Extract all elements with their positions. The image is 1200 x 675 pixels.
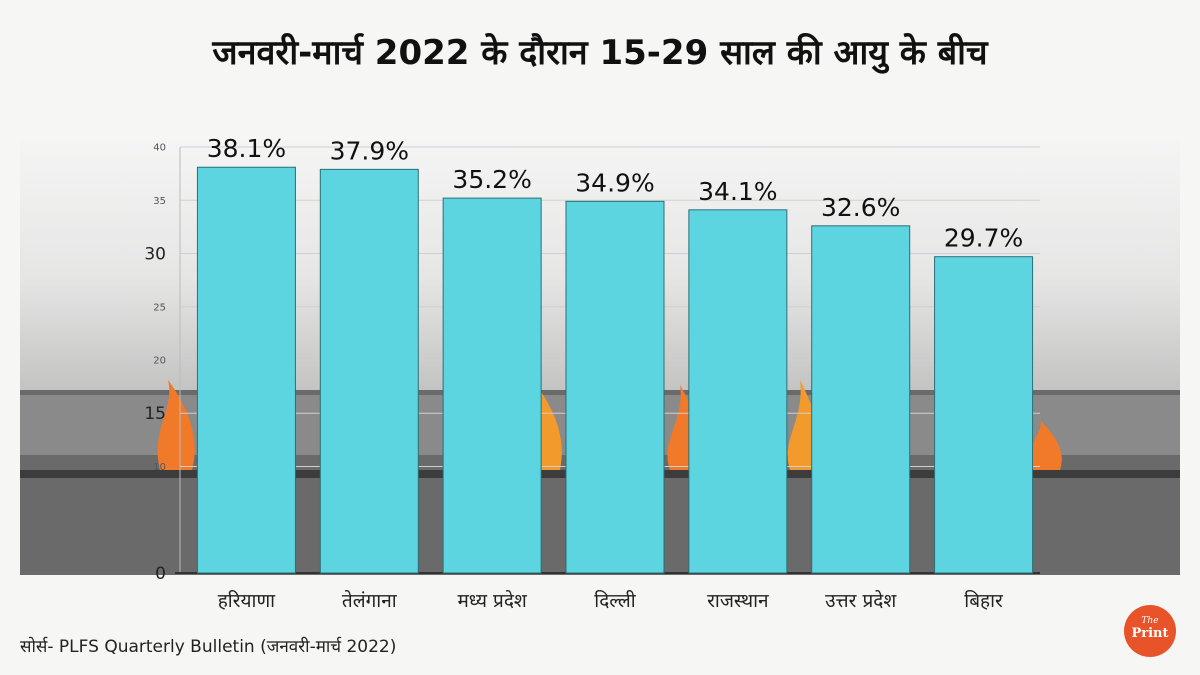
bar (934, 256, 1034, 574)
bar (688, 209, 788, 574)
x-axis-labels: हरियाणा तेलंगाना मध्य प्रदेश दिल्ली राजस्थान… (218, 589, 1004, 612)
y-tick-label: 15 (144, 404, 166, 424)
x-tick-label: हरियाणा (218, 589, 276, 612)
bar (811, 225, 911, 574)
bar-value-label: 38.1% (207, 134, 286, 163)
bar (442, 197, 542, 574)
bar-value-label: 34.9% (575, 168, 654, 197)
bar (565, 200, 665, 574)
logo-print: Print (1131, 626, 1169, 641)
x-tick-label: बिहार (964, 589, 1004, 612)
y-tick-label: 10 (153, 462, 166, 473)
bar-series (196, 166, 1034, 574)
y-axis-ticks: 0 10 15 20 25 30 35 40 (144, 143, 166, 584)
x-tick-label: दिल्ली (594, 589, 636, 612)
bar (319, 168, 419, 574)
x-tick-label: राजस्थान (707, 590, 769, 612)
y-tick-label: 0 (155, 564, 166, 584)
x-tick-label: उत्तर प्रदेश (825, 589, 897, 612)
y-tick-label: 30 (144, 244, 166, 264)
x-tick-label: तेलंगाना (342, 589, 398, 612)
source-note: सोर्स- PLFS Quarterly Bulletin (जनवरी-मा… (20, 637, 397, 657)
y-tick-label: 35 (153, 196, 166, 207)
bar-value-label: 35.2% (452, 165, 531, 194)
bar (196, 166, 296, 574)
bar-value-label: 29.7% (944, 224, 1023, 253)
flame-icon (157, 380, 195, 470)
flame-icon (1029, 420, 1062, 470)
y-tick-label: 20 (153, 356, 166, 367)
bar-value-label: 37.9% (330, 136, 409, 165)
y-tick-label: 40 (153, 143, 166, 154)
value-labels: 38.1% 37.9% 35.2% 34.9% 34.1% 32.6% 29.7% (207, 134, 1024, 252)
x-tick-label: मध्य प्रदेश (457, 589, 527, 612)
logo-the: The (1141, 616, 1159, 626)
bar-value-label: 32.6% (821, 193, 900, 222)
theprint-logo: The Print (1124, 605, 1176, 657)
bar-value-label: 34.1% (698, 177, 777, 206)
y-tick-label: 25 (153, 302, 166, 313)
chart-title: जनवरी-मार्च 2022 के दौरान 15-29 साल की आ… (212, 33, 988, 73)
